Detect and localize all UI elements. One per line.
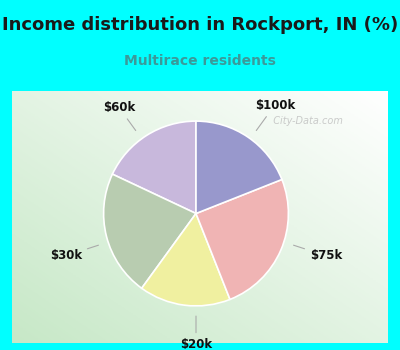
Text: $60k: $60k [103,101,136,131]
Text: City-Data.com: City-Data.com [267,116,343,126]
Wedge shape [196,180,288,299]
Text: $75k: $75k [294,245,342,262]
Wedge shape [142,214,230,306]
Wedge shape [196,121,282,214]
Text: $100k: $100k [255,99,295,131]
Wedge shape [112,121,196,214]
Text: $30k: $30k [50,245,98,262]
Text: Income distribution in Rockport, IN (%): Income distribution in Rockport, IN (%) [2,16,398,34]
Text: Multirace residents: Multirace residents [124,54,276,68]
Text: $20k: $20k [180,316,212,350]
Wedge shape [104,174,196,288]
